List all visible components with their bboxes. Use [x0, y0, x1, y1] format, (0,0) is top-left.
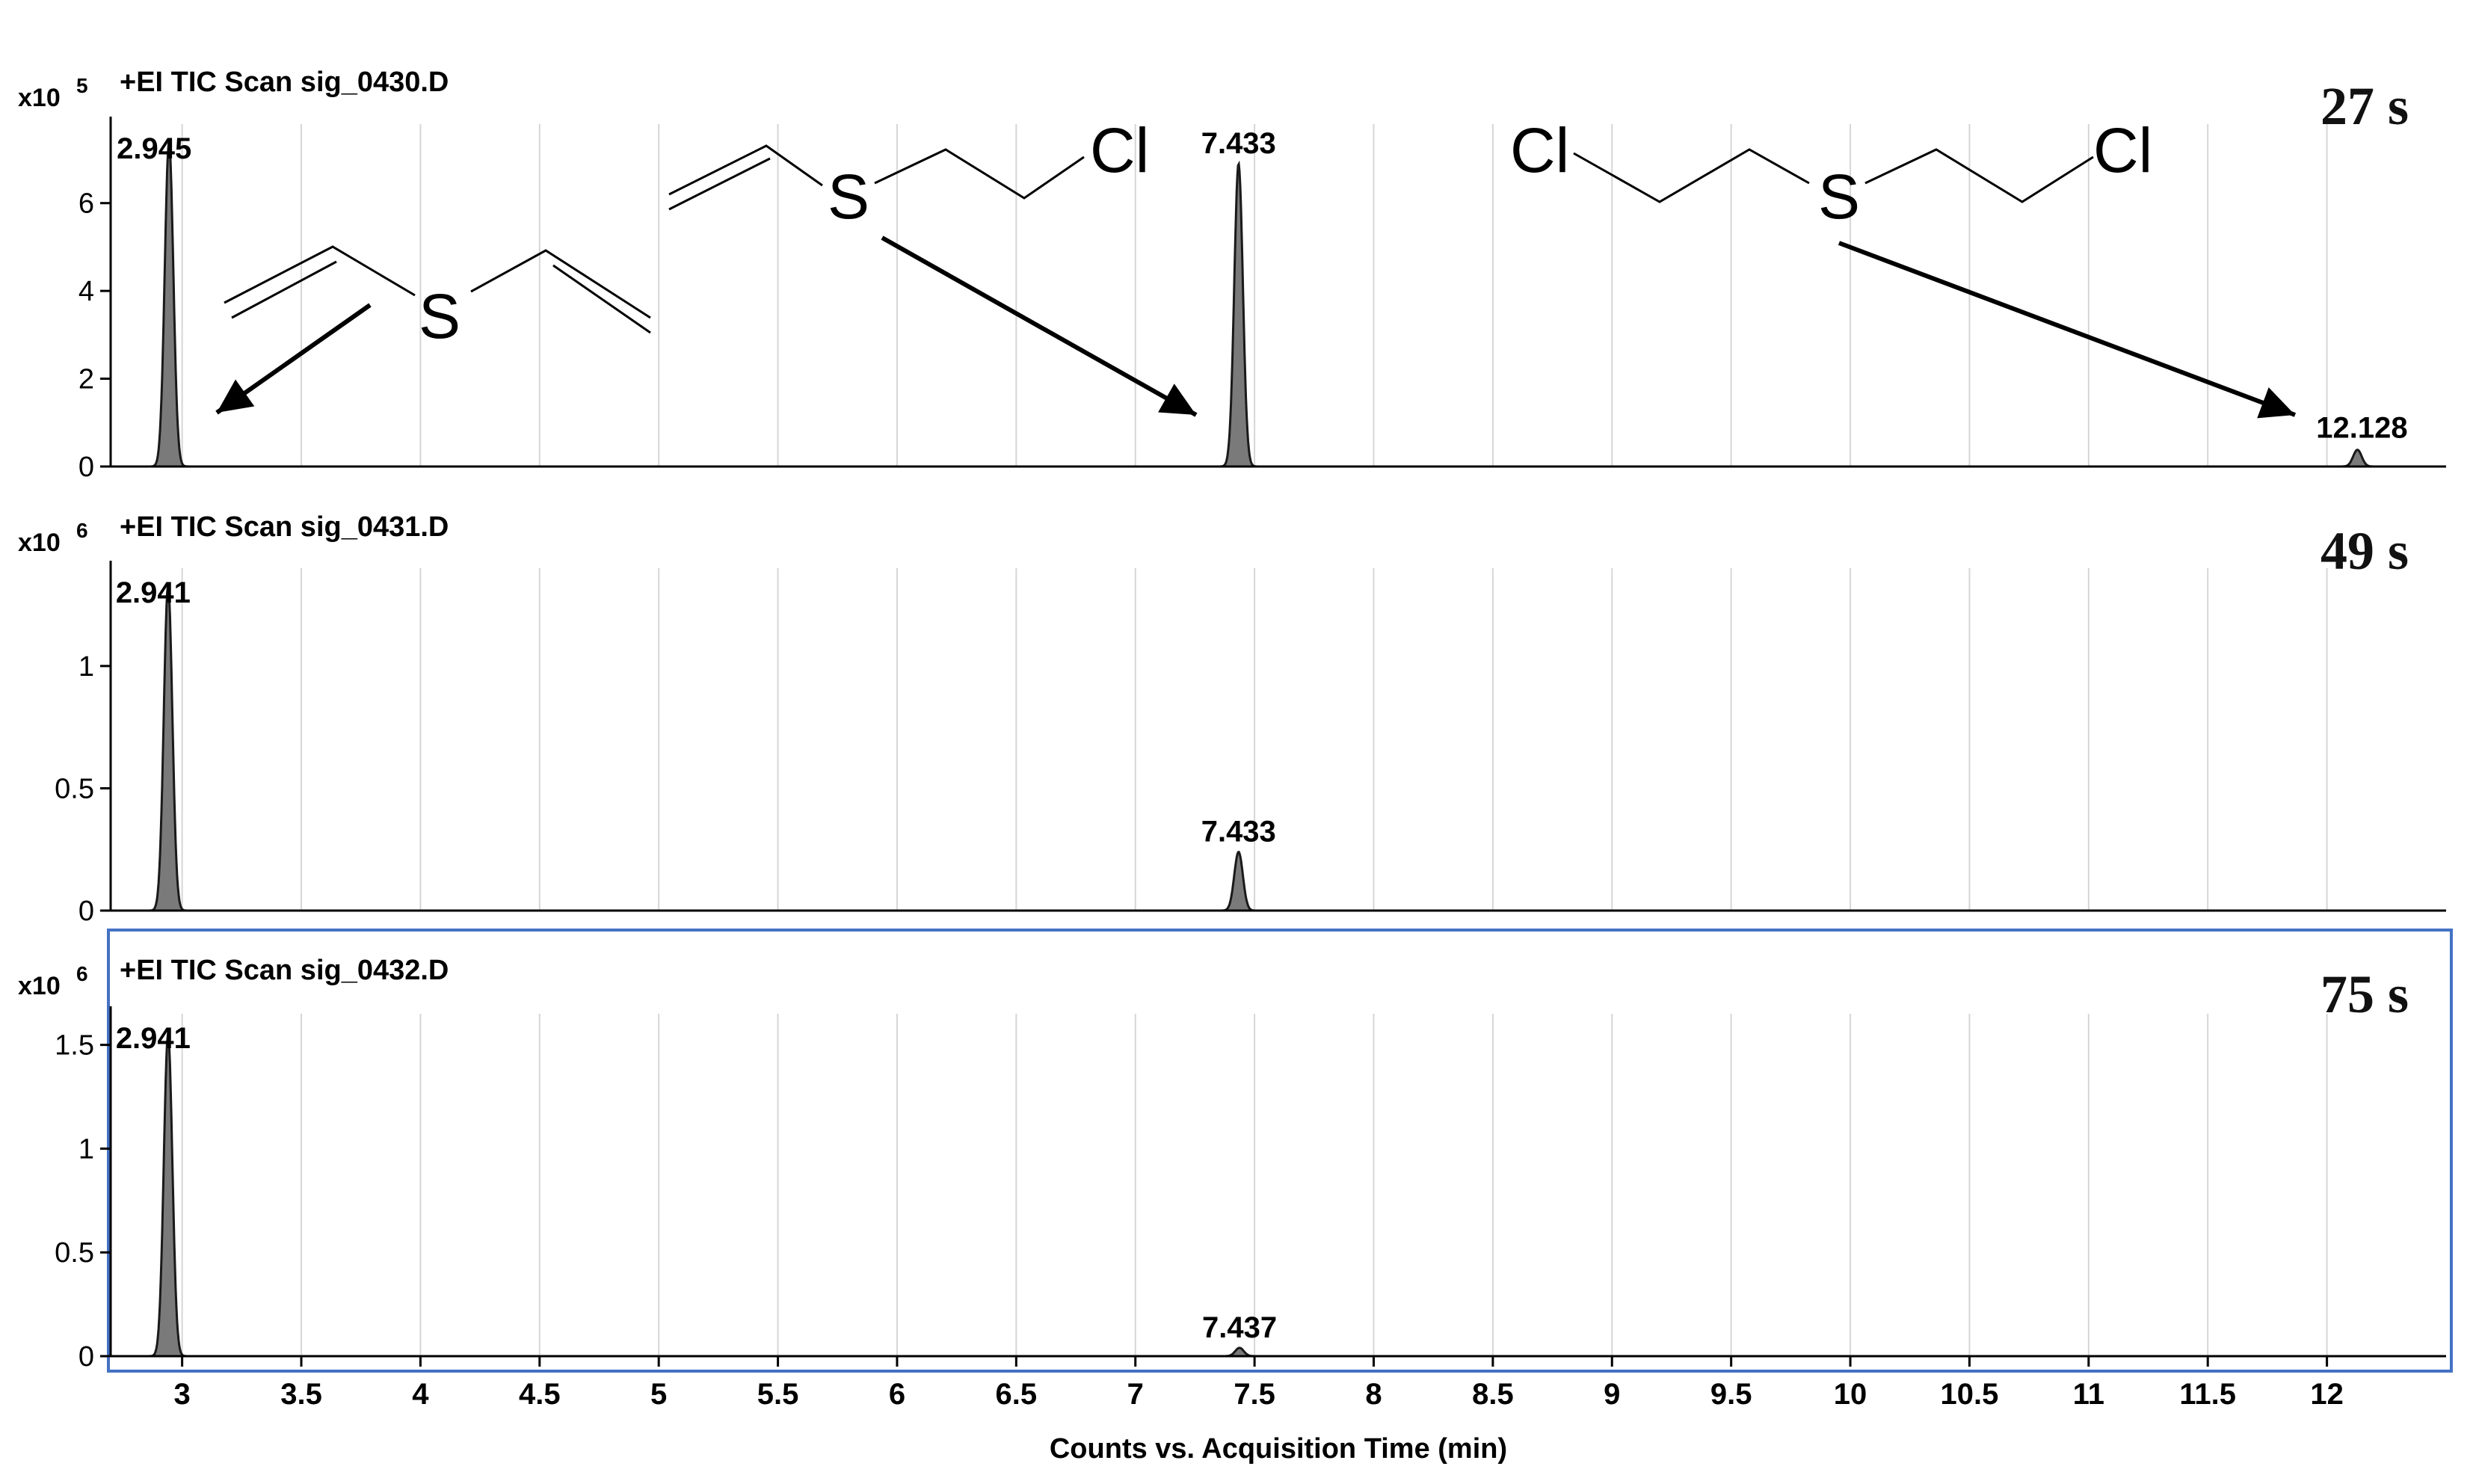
y-tick-label: 2 [78, 364, 94, 395]
arrow-to-peak-2-head [1158, 384, 1196, 415]
x-tick-label: 7 [1127, 1378, 1144, 1411]
x-tick-label: 8.5 [1472, 1378, 1514, 1411]
chemical-structures: S S Cl Cl S Cl [215, 115, 2297, 419]
sulfur-atom-label: S [828, 161, 869, 232]
x-tick-label: 9.5 [1710, 1378, 1752, 1411]
peak-label: 2.945 [117, 132, 191, 165]
bond-divinyl-right [470, 249, 651, 319]
bond-divinyl-left-double [231, 260, 337, 319]
peak-label: 2.941 [116, 576, 191, 609]
peak-label: 7.433 [1201, 815, 1276, 848]
x-tick-label: 3 [174, 1378, 191, 1411]
x-tick-label: 3.5 [280, 1378, 322, 1411]
y-scale-base: x10 [18, 84, 61, 112]
y-scale-exponent: 5 [76, 74, 88, 97]
y-tick-label: 0 [78, 896, 94, 927]
x-tick-label: 9 [1604, 1378, 1620, 1411]
y-tick-label: 0.5 [55, 773, 94, 804]
y-scale-base: x10 [18, 972, 61, 1000]
bond-cevs-vinyl [668, 144, 823, 196]
bond-mustard-left [1573, 148, 1810, 203]
panel-time-label: 75 s [2320, 964, 2409, 1024]
y-tick-label: 0 [78, 1341, 94, 1373]
arrow-to-peak-3 [1838, 241, 2297, 417]
x-tick-label: 6 [889, 1378, 905, 1411]
x-tick-label: 5.5 [757, 1378, 799, 1411]
tic-trace [111, 582, 2446, 912]
y-scale-exponent: 6 [76, 519, 88, 542]
chromatogram-panel-1[interactable]: 0 2 4 6 x10 5 +EI TIC Scan sig_0430.D 27 s 2.945… [18, 67, 2446, 483]
bond-cevs-chain [874, 148, 1085, 200]
x-tick-label: 7.5 [1234, 1378, 1275, 1411]
x-tick-label: 8 [1365, 1378, 1382, 1411]
x-tick-label: 4 [412, 1378, 429, 1411]
bond-divinyl-left [224, 245, 416, 304]
y-tick-label: 1 [78, 651, 94, 683]
arrow-to-peak-1-head [217, 379, 255, 413]
trace-fill [111, 142, 2446, 467]
peak-label: 2.941 [116, 1022, 191, 1055]
tic-trace [111, 1031, 2446, 1358]
x-tick-label: 11 [2073, 1378, 2104, 1411]
y-tick-label: 6 [78, 188, 94, 220]
sulfur-atom-label: S [419, 281, 461, 351]
trace-fill [111, 585, 2446, 911]
trace-fill [111, 1035, 2446, 1356]
bond-mustard-right [1864, 148, 2094, 203]
x-axis-label: Counts vs. Acquisition Time (min) [1050, 1433, 1507, 1465]
y-scale-exponent: 6 [76, 962, 88, 985]
tic-trace [111, 138, 2446, 468]
panel-time-label: 49 s [2320, 521, 2409, 581]
panel-title: +EI TIC Scan sig_0430.D [120, 67, 449, 98]
y-tick-label: 1.5 [55, 1030, 94, 1062]
x-tick-label: 11.5 [2179, 1378, 2236, 1411]
y-tick-label: 4 [78, 276, 94, 307]
chlorine-atom-label: Cl [1090, 115, 1149, 185]
x-tick-label: 5 [650, 1378, 667, 1411]
bond-cevs-vinyl-double [668, 157, 771, 211]
chromatogram-panel-3[interactable]: 0 0.5 1 1.5 x10 6 +EI TIC Scan sig_0432.D 75 s 2… [18, 929, 2453, 1373]
peak-label: 7.437 [1202, 1311, 1277, 1344]
arrow-to-peak-3-head [2257, 387, 2295, 419]
sulfur-atom-label: S [1818, 161, 1860, 232]
panel-title: +EI TIC Scan sig_0431.D [120, 511, 449, 543]
bond-divinyl-right-double [552, 264, 651, 334]
x-tick-label: 4.5 [519, 1378, 561, 1411]
x-tick-label: 12 [2310, 1378, 2344, 1411]
y-scale-base: x10 [18, 529, 61, 557]
panel-title: +EI TIC Scan sig_0432.D [120, 955, 449, 986]
peak-label: 7.433 [1201, 127, 1276, 160]
panel-time-label: 27 s [2320, 76, 2409, 136]
chromatogram-panel-2[interactable]: 0 0.5 1 x10 6 +EI TIC Scan sig_0431.D 49 s 2.94… [18, 511, 2446, 927]
chlorine-atom-label: Cl [1510, 115, 1569, 185]
peak-label: 12.128 [2316, 412, 2407, 445]
x-tick-label: 10 [1834, 1378, 1867, 1411]
y-tick-label: 0 [78, 452, 94, 483]
y-tick-label: 0.5 [55, 1237, 94, 1269]
y-tick-label: 1 [78, 1133, 94, 1165]
selected-panel-border [107, 929, 2453, 1373]
x-tick-label: 10.5 [1941, 1378, 1999, 1411]
arrow-to-peak-2 [881, 235, 1198, 417]
chlorine-atom-label: Cl [2093, 115, 2152, 185]
x-tick-label: 6.5 [996, 1378, 1038, 1411]
